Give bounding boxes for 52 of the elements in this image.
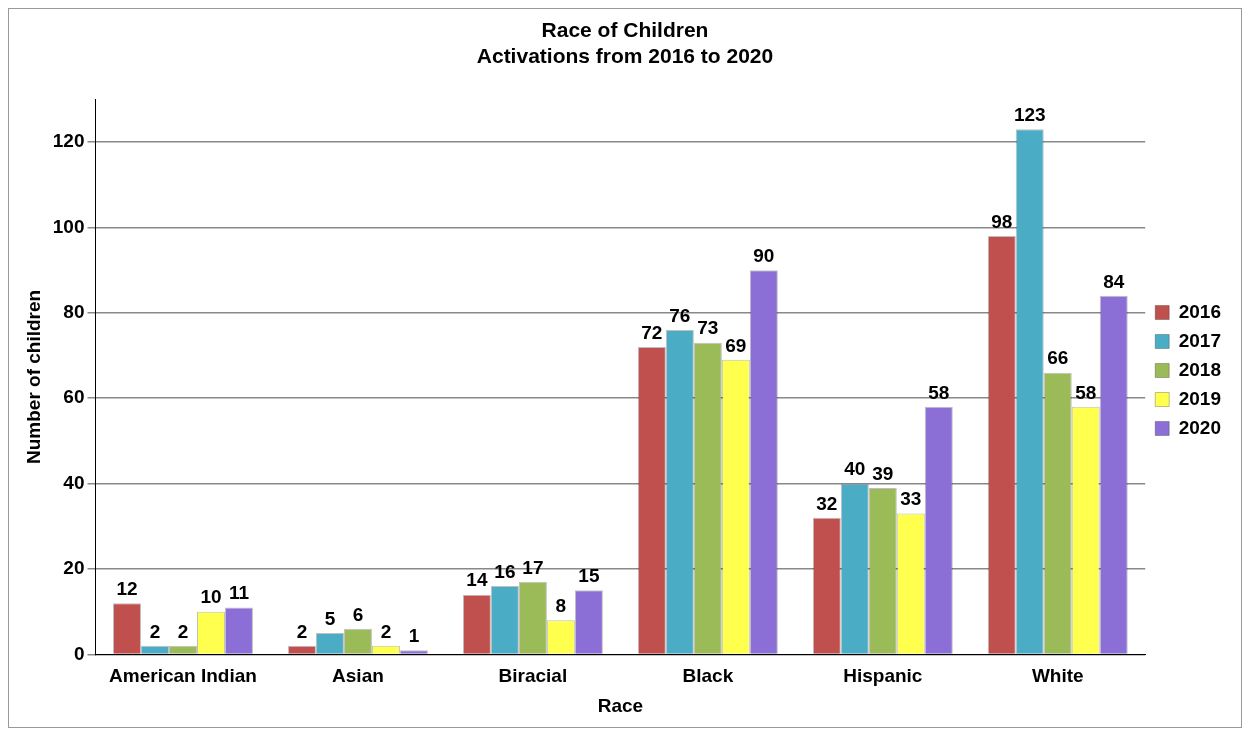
y-tick-label: 120 [52,130,85,152]
data-label: 76 [669,304,691,326]
data-label: 2 [177,620,189,642]
data-label: 5 [324,607,336,629]
data-label: 8 [555,594,567,616]
data-label: 72 [641,321,663,343]
data-label: 66 [1047,347,1069,369]
legend-label: 2016 [1178,300,1222,322]
data-label: 33 [900,488,922,510]
y-tick-label: 100 [52,215,85,237]
x-tick-label: Hispanic [843,665,923,687]
data-label: 84 [1103,270,1125,292]
data-label: 2 [296,620,308,642]
y-axis-title: Number of children [22,289,44,464]
data-label: 123 [1013,104,1046,126]
x-tick-label: American Indian [109,665,257,687]
data-label: 32 [816,492,838,514]
data-label: 69 [725,334,747,356]
data-label: 14 [466,569,488,591]
x-axis-title: Race [597,694,644,716]
legend-label: 2019 [1178,387,1222,409]
x-tick-label: Asian [332,665,384,687]
data-label: 40 [844,458,866,480]
data-label: 2 [380,620,392,642]
data-label: 10 [200,586,222,608]
y-tick-label: 0 [73,642,85,664]
data-label: 2 [149,620,161,642]
y-tick-label: 20 [63,557,85,579]
y-tick-label: 60 [63,386,85,408]
data-label: 12 [116,577,138,599]
data-label: 98 [991,210,1013,232]
legend-label: 2017 [1178,329,1222,351]
x-tick-label: Biracial [498,665,568,687]
data-label: 6 [352,603,364,625]
data-label: 16 [494,560,516,582]
data-label: 58 [928,381,950,403]
text: Activations from 2016 to 2020 [476,43,774,67]
legend-label: 2018 [1178,358,1222,380]
y-tick-label: 80 [63,301,85,323]
data-label: 58 [1075,381,1097,403]
text: Race of Children [541,18,709,42]
data-label: 39 [872,462,894,484]
x-tick-label: White [1031,665,1084,687]
x-tick-label: Black [682,665,734,687]
data-label: 15 [578,565,600,587]
data-label: 11 [228,582,250,604]
y-tick-label: 40 [63,471,85,493]
data-label: 90 [753,244,775,266]
data-label: 1 [408,624,420,646]
legend-label: 2020 [1178,416,1222,438]
data-label: 17 [522,556,544,578]
data-label: 73 [697,317,719,339]
